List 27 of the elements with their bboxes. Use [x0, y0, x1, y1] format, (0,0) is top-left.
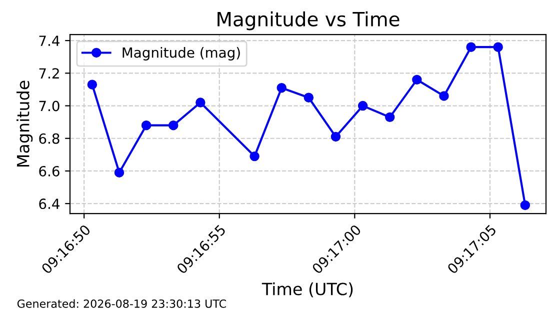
point: [141, 120, 152, 130]
point: [330, 132, 341, 142]
text: Generated: 2026-08-19 23:30:13 UTC: [17, 299, 226, 308]
point: [439, 91, 449, 101]
y-tick-label: 6.4: [39, 198, 60, 210]
y-tick-label: 7.0: [39, 100, 60, 112]
point: [250, 151, 260, 162]
point: [384, 112, 395, 122]
point: [412, 74, 422, 85]
point: [358, 100, 368, 111]
point: [276, 82, 286, 93]
y-tick-label: 7.2: [39, 68, 59, 78]
y-tick-label: 6.8: [39, 133, 60, 144]
point: [196, 98, 206, 108]
point: [168, 120, 178, 130]
x-axis-title: Time (UTC): [262, 282, 353, 298]
point: [493, 42, 503, 52]
y-axis-title: Magnitude: [16, 80, 33, 167]
point: [114, 168, 124, 178]
point: [520, 200, 530, 210]
legend-label: Magnitude (mag): [122, 47, 240, 60]
y-tick-label: 6.6: [39, 166, 60, 176]
point: [466, 42, 476, 52]
chart-title: Magnitude vs Time: [218, 11, 400, 30]
point: [87, 80, 98, 90]
point: [304, 92, 314, 102]
y-tick-label: 7.4: [39, 36, 60, 46]
